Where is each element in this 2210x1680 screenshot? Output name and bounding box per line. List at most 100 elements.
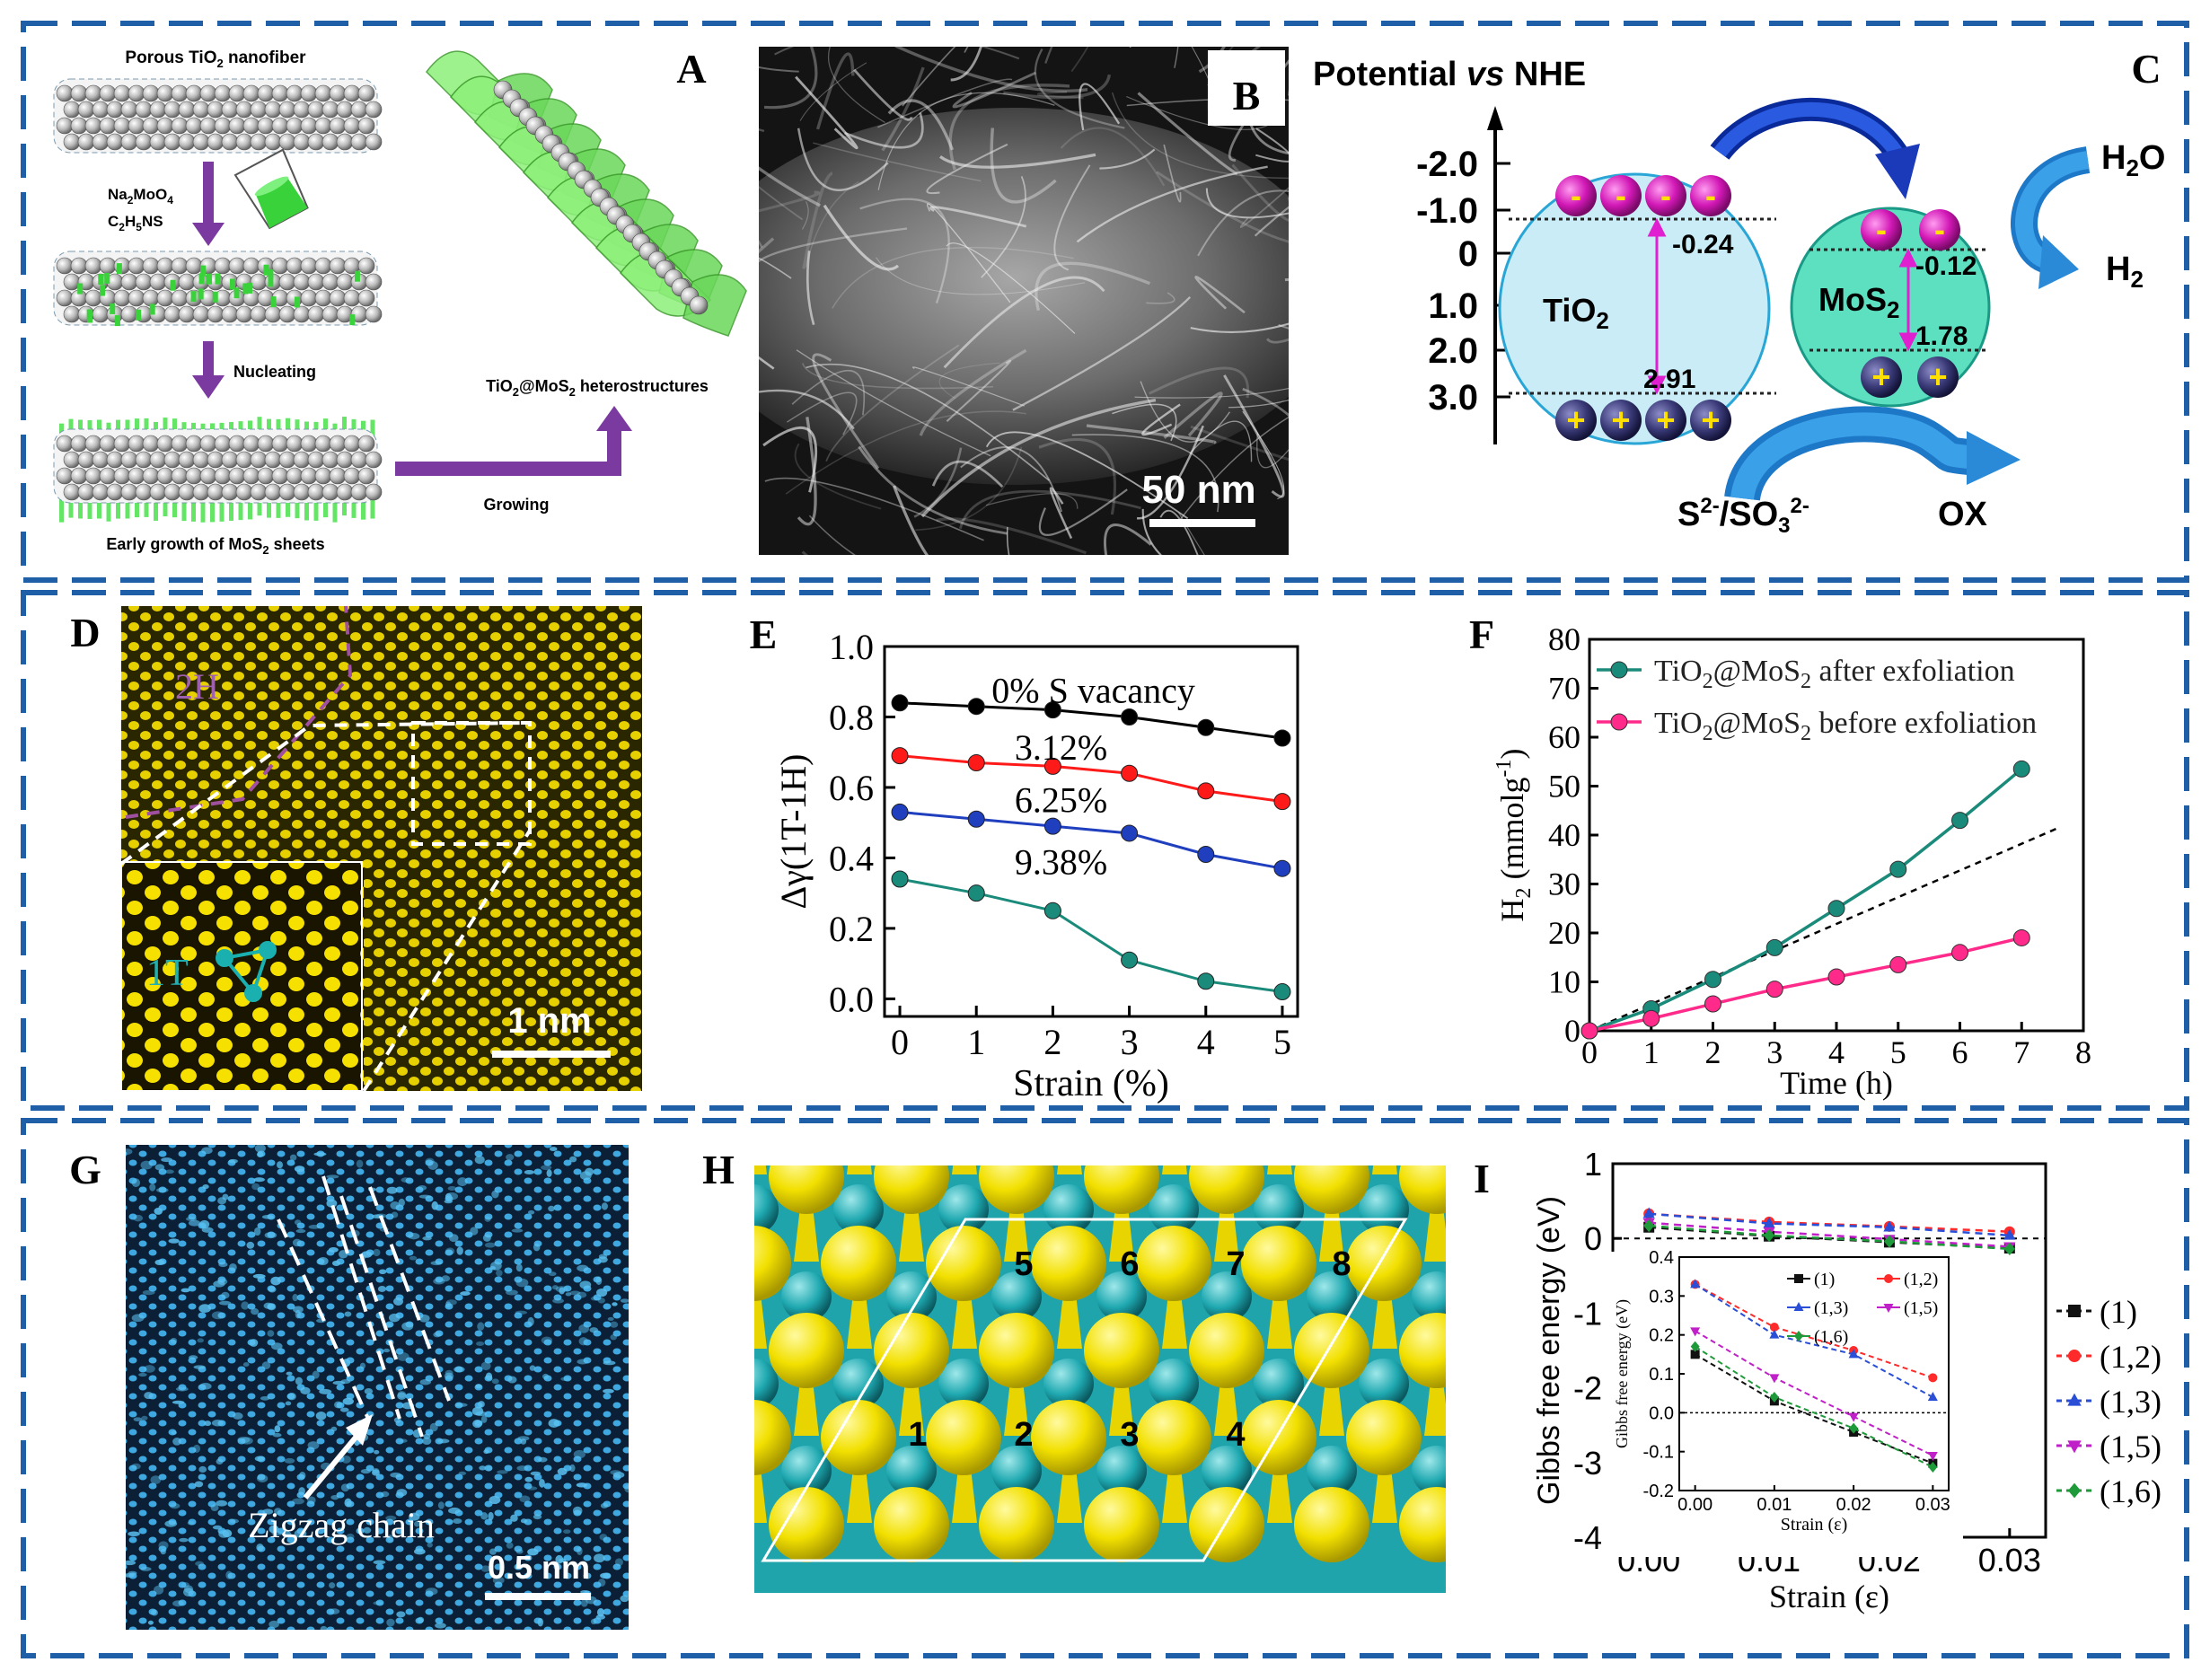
tio2-atom xyxy=(135,483,153,501)
lattice-spot xyxy=(527,1209,535,1215)
lattice-spot xyxy=(175,1386,189,1392)
tio2-atom xyxy=(149,483,167,501)
tio2-atom xyxy=(106,133,124,151)
tio2-atom xyxy=(56,84,74,102)
lattice-spot xyxy=(256,1151,264,1157)
inset-data-point xyxy=(1769,1329,1780,1339)
tio2-atom xyxy=(84,257,102,275)
tio2-atom xyxy=(156,117,174,135)
s-atom xyxy=(1084,1165,1159,1214)
lattice-spot xyxy=(141,1415,148,1421)
tio2-atom xyxy=(286,467,304,485)
lattice-spot xyxy=(488,1511,494,1521)
inset-y-tick-label: 0.0 xyxy=(1649,1403,1674,1423)
data-point xyxy=(891,694,909,712)
lattice-spot xyxy=(164,1520,178,1527)
mos2-seed xyxy=(98,274,104,286)
sem-fiber xyxy=(1044,47,1053,64)
panel-e: E 0.0 0.2 0.4 0.6 0.8 1.0 0 1 2 3 4 5 Strain (%) Δγ(1… xyxy=(750,611,1299,1104)
s-atom xyxy=(979,1313,1054,1388)
tio2-atom xyxy=(156,435,174,453)
mos2-seed xyxy=(215,273,221,285)
lattice-spot xyxy=(590,1618,597,1625)
lattice-spot xyxy=(252,1273,266,1279)
s-bridge xyxy=(952,1460,977,1523)
inset-y-axis-label: Gibbs free energy (eV) xyxy=(1613,1299,1632,1448)
lattice-spot xyxy=(300,1386,311,1394)
sem-fiber xyxy=(1111,92,1289,180)
inset-legend-label: (1) xyxy=(1814,1270,1835,1289)
s-bridge xyxy=(1057,1460,1082,1523)
lattice-spot xyxy=(458,1471,467,1475)
tio2-atom xyxy=(286,84,304,102)
s-atom xyxy=(664,1313,739,1388)
lattice-spot xyxy=(408,1233,420,1240)
tio2-atom xyxy=(350,133,368,151)
tio2-atom xyxy=(293,273,311,291)
nanofiber-bottom xyxy=(53,417,383,523)
tio2-atom xyxy=(329,257,347,275)
panel-g: Zigzag chain 0.5 nm G xyxy=(69,1145,629,1630)
sem-fiber xyxy=(960,446,1062,513)
data-point xyxy=(1273,983,1291,1001)
lattice-spot xyxy=(565,1292,572,1297)
lattice-spot xyxy=(549,1147,558,1152)
lattice-spot xyxy=(330,1494,339,1500)
s-bridge xyxy=(1109,1199,1134,1262)
mos2-seed xyxy=(229,278,235,290)
lattice-spot xyxy=(373,1560,386,1565)
scale-label-b: 50 nm xyxy=(1141,468,1255,512)
label-sacrificial: S2-/SO32- xyxy=(1677,494,1809,538)
potential-ticks: -2.0 -1.00 1.0 2.0 3.0 xyxy=(1416,145,1510,418)
lattice-spot xyxy=(607,1316,614,1321)
sem-fiber xyxy=(1035,261,1151,312)
tio2-atom xyxy=(149,273,167,291)
lattice-spot xyxy=(486,1465,492,1472)
supercell-outline xyxy=(761,1218,1408,1562)
hole xyxy=(1861,356,1902,398)
electron-transfer-arrow xyxy=(1710,97,1920,199)
tio2-circle xyxy=(1498,172,1771,445)
tio2-atom xyxy=(250,133,268,151)
hole xyxy=(1690,400,1731,441)
sem-fiber xyxy=(1141,403,1181,436)
tio2-atom xyxy=(192,133,210,151)
tio2-atom xyxy=(120,133,138,151)
label-1t: 1T xyxy=(146,953,189,994)
sem-fiber xyxy=(894,47,1088,92)
tio2-atom xyxy=(271,257,289,275)
mos2-seed xyxy=(149,303,155,315)
lattice-spot xyxy=(198,1465,207,1473)
tio2-atom xyxy=(300,467,318,485)
lattice-spot xyxy=(386,1186,398,1194)
tio2-atom xyxy=(264,451,282,469)
tio2-atom xyxy=(228,257,246,275)
data-point xyxy=(1951,812,1968,830)
inset-y-tick-label: 0.3 xyxy=(1649,1287,1674,1306)
mo-atom xyxy=(754,1359,779,1409)
sem-fiber xyxy=(1099,148,1156,170)
lattice-spot xyxy=(397,1392,407,1400)
x-tick-label: 3 xyxy=(1121,1022,1139,1062)
tio2-atom xyxy=(286,289,304,307)
lattice-spot xyxy=(218,1300,232,1306)
tio2-atom xyxy=(142,257,160,275)
lattice-spot xyxy=(364,1387,374,1394)
tio2-atom xyxy=(178,483,196,501)
tio2-atom xyxy=(329,435,347,453)
lattice-spot xyxy=(253,1177,265,1183)
sem-fiber xyxy=(1137,92,1238,175)
sem-fiber xyxy=(913,447,963,518)
sem-fiber xyxy=(1205,188,1289,219)
tio2-atom xyxy=(271,117,289,135)
tio2-atom xyxy=(135,101,153,119)
electron-sign: - xyxy=(1876,211,1887,248)
tio2-atom xyxy=(257,117,275,135)
sem-fiber xyxy=(823,204,900,271)
lattice-spot xyxy=(254,1145,266,1153)
legend-marker xyxy=(1610,713,1628,731)
lattice-spot xyxy=(271,1531,283,1536)
lattice-spot xyxy=(472,1419,482,1429)
lattice-spot xyxy=(492,1576,505,1585)
y-tick-label: -3 xyxy=(1573,1445,1602,1482)
